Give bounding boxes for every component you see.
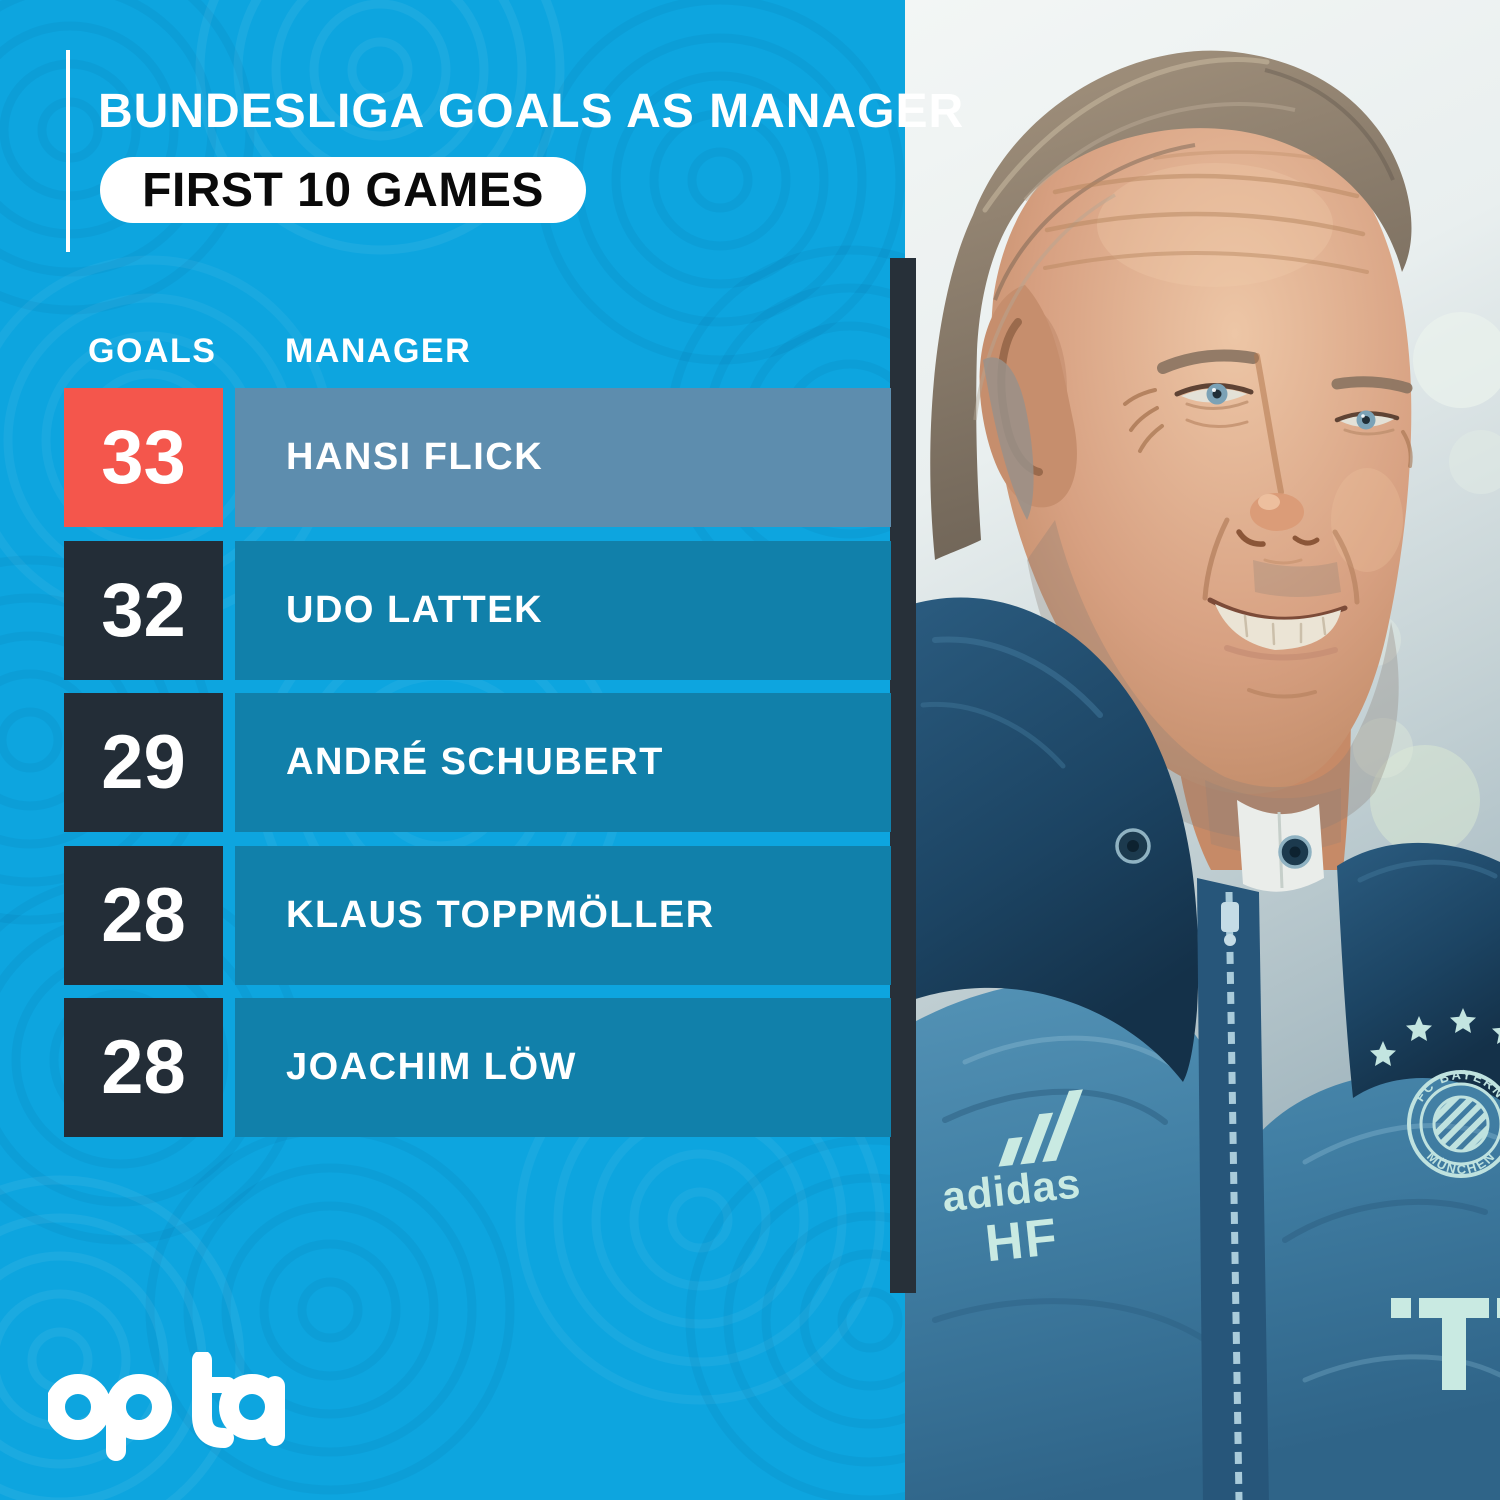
collar-button [1115,828,1312,869]
table-row: 28 KLAUS TOPPMÖLLER [0,845,891,985]
subtitle-badge-label: FIRST 10 GAMES [142,163,544,217]
jacket-collar-right [1337,842,1500,1100]
goals-value: 28 [64,845,223,985]
forehead-highlight [1097,163,1333,287]
crest-stars [1370,1008,1500,1066]
opta-letter-o [45,1374,111,1440]
table-row: 28 JOACHIM LÖW [0,998,891,1137]
manager-name: UDO LATTEK [235,540,891,680]
goals-value: 33 [64,388,223,527]
sideburn [983,357,1034,520]
zipper [1197,878,1269,1500]
manager-name: JOACHIM LÖW [235,998,891,1137]
opta-letter-t-stem [192,1350,234,1448]
table-row: 32 UDO LATTEK [0,540,891,680]
bayern-crest-icon: FC BAYERN MÜNCHEN [1370,1008,1500,1178]
column-header-manager: MANAGER [285,332,472,370]
page-title: BUNDESLIGA GOALS AS MANAGER [98,85,965,138]
goals-value: 29 [64,693,223,832]
manager-name: HANSI FLICK [235,388,891,527]
goals-value: 28 [64,998,223,1137]
adidas-stripes-icon [998,1089,1083,1167]
manager-name: KLAUS TOPPMÖLLER [235,845,891,985]
column-header-goals: GOALS [88,332,217,370]
ranking-table: 33 HANSI FLICK 32 UDO LATTEK 29 ANDRÉ SC… [0,388,891,1137]
collar-highlights [920,636,1103,769]
manager-initials: HF [983,1208,1062,1273]
telekom-t-icon [1391,1298,1500,1390]
hair [930,50,1412,560]
table-row: 29 ANDRÉ SCHUBERT [0,693,891,832]
jacket-folds [932,1035,1500,1383]
facial-features [1043,150,1413,699]
jacket-collar-left [905,597,1199,1082]
subtitle-badge: FIRST 10 GAMES [100,157,586,223]
opta-logo [45,1350,296,1464]
cheek-highlight [1331,468,1403,572]
photo-edge-bar [890,258,916,1293]
manager-photo: adidas HF [905,0,1500,1500]
table-row: 33 HANSI FLICK [0,388,891,527]
goals-value: 32 [64,540,223,680]
manager-name: ANDRÉ SCHUBERT [235,693,891,832]
title-accent-line [66,50,70,252]
